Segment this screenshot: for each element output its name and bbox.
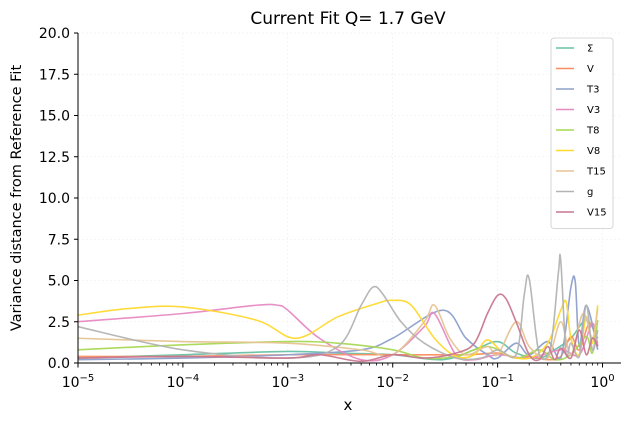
series-line-3 [77,303,599,362]
series-line-6 [77,304,599,360]
legend-label-1: V [587,64,594,75]
legend-box [550,37,614,229]
legend-label-4: T8 [586,126,599,137]
legend: ΣV T3 V3 T8 V8 T15 g V15 [550,37,614,229]
series-line-8 [77,293,599,363]
y-tick-label-2: 5.0 [48,274,70,290]
x-tick-label-3: 10−2 [376,373,409,391]
x-tick-label-4: 10−1 [481,373,514,391]
legend-label-6: T15 [586,167,606,178]
tick-labels: 0.0 2.5 5.0 7.5 10.0 12.5 15.0 17.5 20.0 10−5 10−4… [39,26,615,391]
x-axis-label: x [344,396,353,414]
legend-label-2: T3 [586,85,599,96]
series-line-7 [77,253,599,361]
x-tick-label-2: 10−3 [272,373,305,391]
grid [77,32,621,364]
y-tick-label-6: 15.0 [39,109,70,125]
x-tick-label-1: 10−4 [167,373,200,391]
y-tick-label-8: 20.0 [39,26,70,42]
series-line-2 [77,275,599,361]
legend-label-3: V3 [587,105,600,116]
y-tick-label-4: 10.0 [39,191,70,207]
legend-label-8: V15 [587,208,607,219]
y-tick-label-0: 0.0 [48,356,70,372]
x-tick-label-0: 10−5 [62,373,95,391]
y-tick-label-5: 12.5 [39,150,70,166]
y-tick-label-1: 2.5 [48,315,70,331]
legend-label-7: g [587,187,593,198]
chart-title: Current Fit Q= 1.7 GeV [250,9,446,29]
legend-label-5: V8 [587,146,600,157]
y-tick-label-7: 17.5 [39,67,70,83]
x-tick-label-5: 100 [590,373,614,391]
y-axis-label: Variance distance from Reference Fit [9,65,25,332]
series-lines [77,253,599,363]
legend-label-0: Σ [587,44,593,55]
y-tick-label-3: 7.5 [48,232,70,248]
